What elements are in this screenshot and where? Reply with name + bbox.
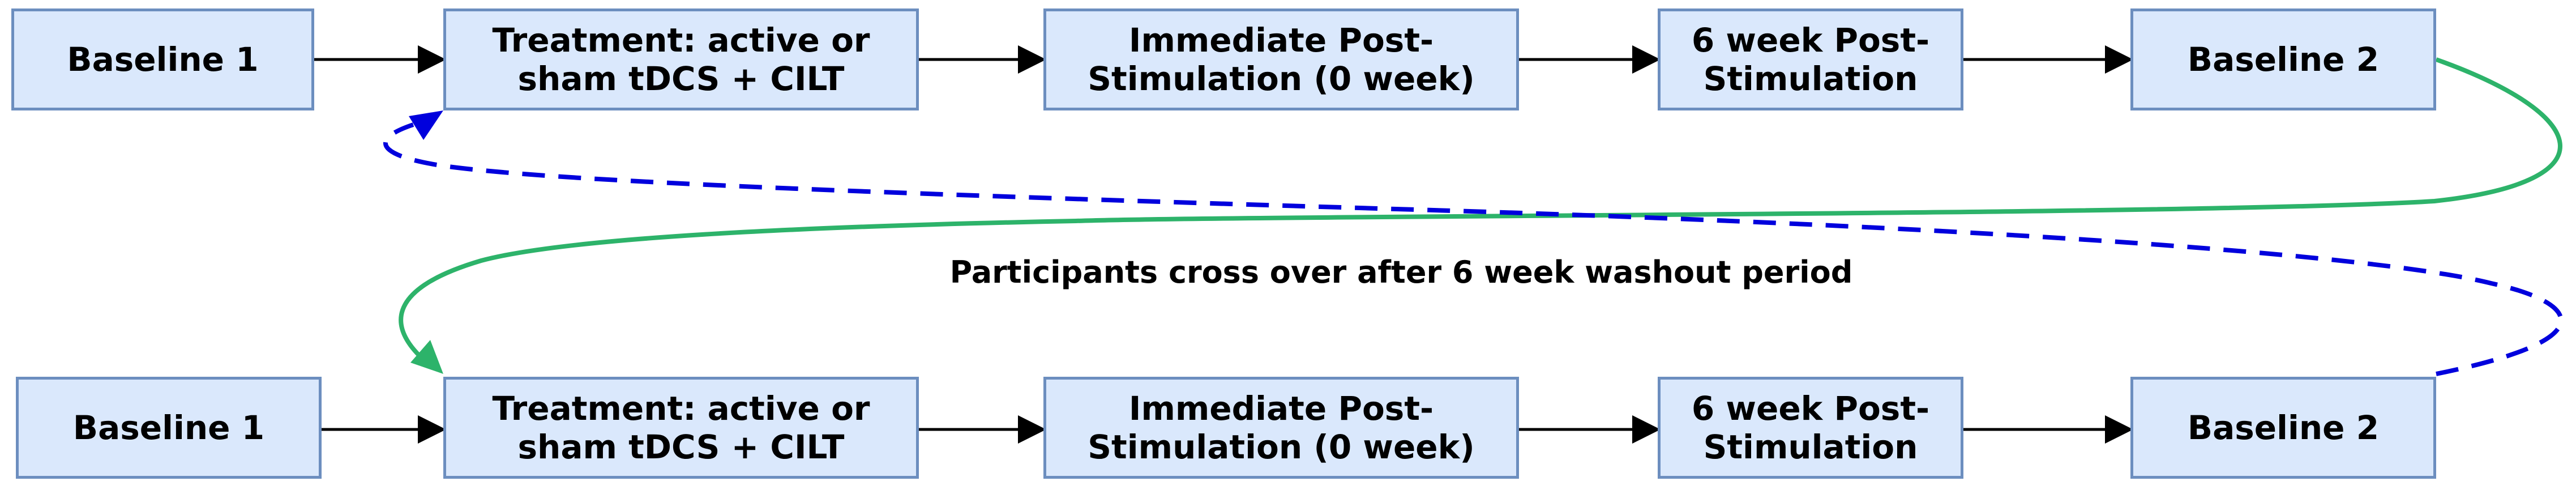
bottom-baseline2-box: Baseline 2 <box>2130 377 2436 479</box>
top-baseline2-box: Baseline 2 <box>2130 8 2436 110</box>
bottom-sixweek-box: 6 week Post- Stimulation <box>1658 377 1963 479</box>
crossover-solid-arrowhead <box>410 340 443 374</box>
top-baseline1-box: Baseline 1 <box>11 8 314 110</box>
bottom-immediate-box: Immediate Post- Stimulation (0 week) <box>1043 377 1519 479</box>
crossover-label: Participants cross over after 6 week was… <box>949 254 1853 290</box>
crossover-solid-path <box>399 57 2562 368</box>
top-immediate-box: Immediate Post- Stimulation (0 week) <box>1043 8 1519 110</box>
crossover-dashed-arrowhead <box>409 110 443 140</box>
bottom-treatment-box: Treatment: active or sham tDCS + CILT <box>443 377 919 479</box>
top-treatment-box: Treatment: active or sham tDCS + CILT <box>443 8 919 110</box>
bottom-baseline1-box: Baseline 1 <box>16 377 322 479</box>
crossover-dashed-path <box>383 122 2564 376</box>
top-sixweek-box: 6 week Post- Stimulation <box>1658 8 1963 110</box>
